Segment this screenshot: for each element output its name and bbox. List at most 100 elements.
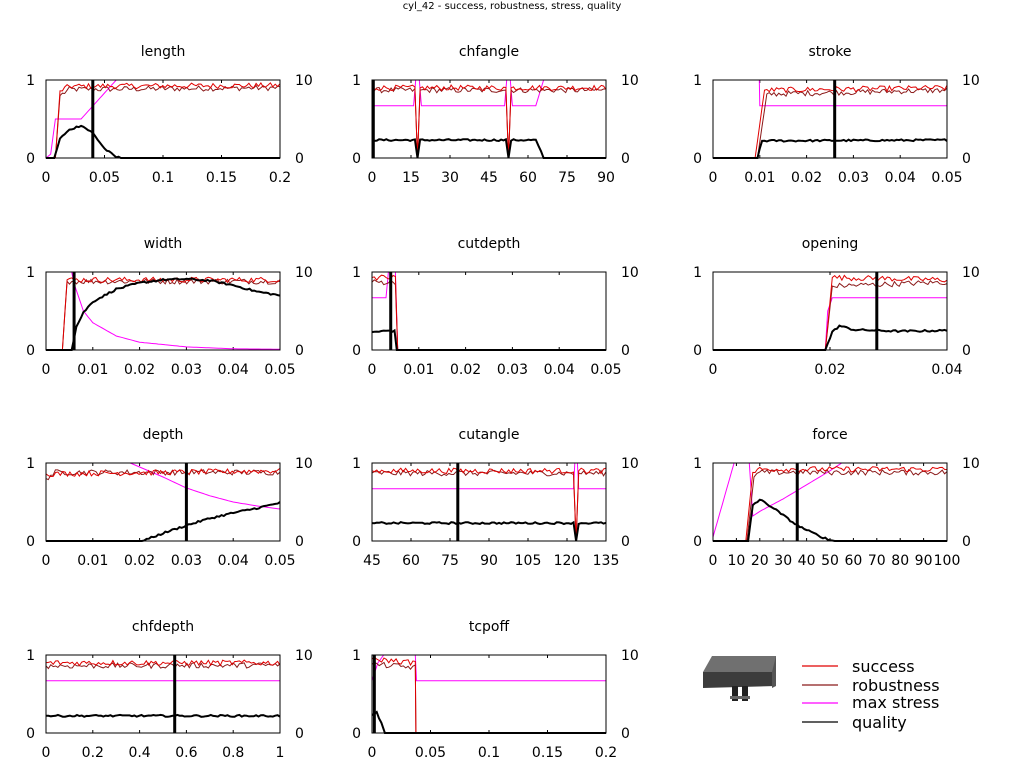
chart-title: opening (802, 236, 859, 252)
x-tick-label-0: 0 (42, 553, 51, 569)
x-tick-label-0-02: 0.02 (791, 170, 822, 186)
legend-label-quality: quality (852, 713, 907, 732)
y-right-tick-label-0: 0 (621, 534, 630, 550)
y-right-tick-label-10: 10 (295, 456, 313, 472)
x-tick-label-0-4: 0.4 (128, 745, 150, 761)
x-tick-label-0: 0 (368, 170, 377, 186)
plot-frame (371, 271, 607, 351)
x-tick-label-0-03: 0.03 (497, 362, 528, 378)
x-tick-label-0-05: 0.05 (264, 362, 295, 378)
x-tick-label-90: 90 (480, 553, 498, 569)
x-tick-label-10: 10 (727, 553, 745, 569)
series-line-quality (371, 328, 606, 351)
chart-title: chfangle (459, 44, 519, 60)
series-line-quality (46, 277, 281, 351)
series-line-quality (371, 520, 607, 542)
y-left-tick-label-1: 1 (693, 265, 702, 281)
y-left-tick-label-0: 0 (26, 726, 35, 742)
legend-label-success: success (852, 657, 915, 676)
x-tick-label-45: 45 (363, 553, 381, 569)
x-tick-label-0-1: 0.1 (478, 745, 500, 761)
series-line-success (46, 276, 281, 351)
series-line-success (371, 656, 606, 734)
series-line-max-stress (71, 271, 280, 350)
plot-frame (371, 79, 607, 159)
x-tick-label-0-2: 0.2 (269, 170, 291, 186)
y-right-tick-label-0: 0 (621, 726, 630, 742)
y-left-tick-label-0: 0 (352, 534, 361, 550)
x-tick-label-0-2: 0.2 (82, 745, 104, 761)
series-line-quality (371, 710, 606, 734)
legend: success robustness max stress quality (802, 657, 940, 732)
series-line-robustness (371, 661, 606, 734)
x-tick-label-0-03: 0.03 (838, 170, 869, 186)
x-tick-label-0-6: 0.6 (175, 745, 197, 761)
series-line-success (371, 274, 606, 351)
series-line-quality (713, 138, 948, 159)
legend-label-max-stress: max stress (852, 693, 939, 712)
x-tick-label-0-15: 0.15 (206, 170, 237, 186)
x-tick-label-60: 60 (402, 553, 420, 569)
page-title: cyl_42 - success, robustness, stress, qu… (403, 1, 622, 12)
x-tick-label-30: 30 (774, 553, 792, 569)
plot-frame (371, 462, 607, 542)
x-tick-label-0-05: 0.05 (590, 362, 621, 378)
x-tick-label-45: 45 (480, 170, 498, 186)
x-tick-label-0-01: 0.01 (77, 362, 108, 378)
x-tick-label-75: 75 (558, 170, 576, 186)
x-tick-label-0-2: 0.2 (595, 745, 617, 761)
y-left-tick-label-0: 0 (352, 151, 361, 167)
x-tick-label-0: 0 (42, 362, 51, 378)
x-tick-label-0-03: 0.03 (171, 362, 202, 378)
x-tick-label-0-03: 0.03 (171, 553, 202, 569)
x-tick-label-0-02: 0.02 (124, 553, 155, 569)
x-tick-label-0-04: 0.04 (885, 170, 916, 186)
series-line-robustness (46, 84, 281, 159)
y-left-tick-label-0: 0 (352, 343, 361, 359)
plot-frame (712, 462, 948, 542)
series-line-success (45, 467, 281, 478)
x-tick-label-0: 0 (368, 362, 377, 378)
x-tick-label-0-05: 0.05 (415, 745, 446, 761)
series-line-quality (46, 124, 280, 159)
y-right-tick-label-0: 0 (295, 534, 304, 550)
x-tick-label-90: 90 (915, 553, 933, 569)
series-line-success (46, 81, 281, 159)
x-tick-label-120: 120 (554, 553, 581, 569)
y-left-tick-label-1: 1 (26, 265, 35, 281)
x-tick-label-60: 60 (844, 553, 862, 569)
x-tick-label-0-01: 0.01 (77, 553, 108, 569)
chart-title: length (141, 44, 186, 60)
series-line-robustness (45, 469, 281, 481)
chart-title: width (144, 236, 183, 252)
part-block-icon (703, 656, 776, 701)
plot-frame (45, 654, 281, 734)
plot-frame (712, 271, 948, 351)
series-line-robustness (371, 279, 606, 351)
chart-title: tcpoff (469, 619, 510, 635)
chart-title: chfdepth (132, 619, 194, 635)
chart-title: cutdepth (458, 236, 521, 252)
x-tick-label-60: 60 (519, 170, 537, 186)
series-line-robustness (371, 469, 607, 542)
series-line-quality (46, 501, 281, 542)
y-left-tick-label-0: 0 (352, 726, 361, 742)
x-tick-label-0-04: 0.04 (931, 362, 962, 378)
x-tick-label-75: 75 (441, 553, 459, 569)
x-tick-label-20: 20 (751, 553, 769, 569)
series-line-quality (46, 713, 281, 718)
series-line-robustness (713, 468, 948, 542)
y-right-tick-label-0: 0 (621, 343, 630, 359)
y-right-tick-label-0: 0 (295, 151, 304, 167)
y-left-tick-label-1: 1 (26, 456, 35, 472)
series-line-robustness (371, 86, 606, 159)
y-left-tick-label-1: 1 (352, 73, 361, 89)
series-line-max-stress (372, 271, 606, 351)
y-right-tick-label-0: 0 (295, 726, 304, 742)
x-tick-label-1: 1 (276, 745, 285, 761)
x-tick-label-0: 0 (709, 362, 718, 378)
